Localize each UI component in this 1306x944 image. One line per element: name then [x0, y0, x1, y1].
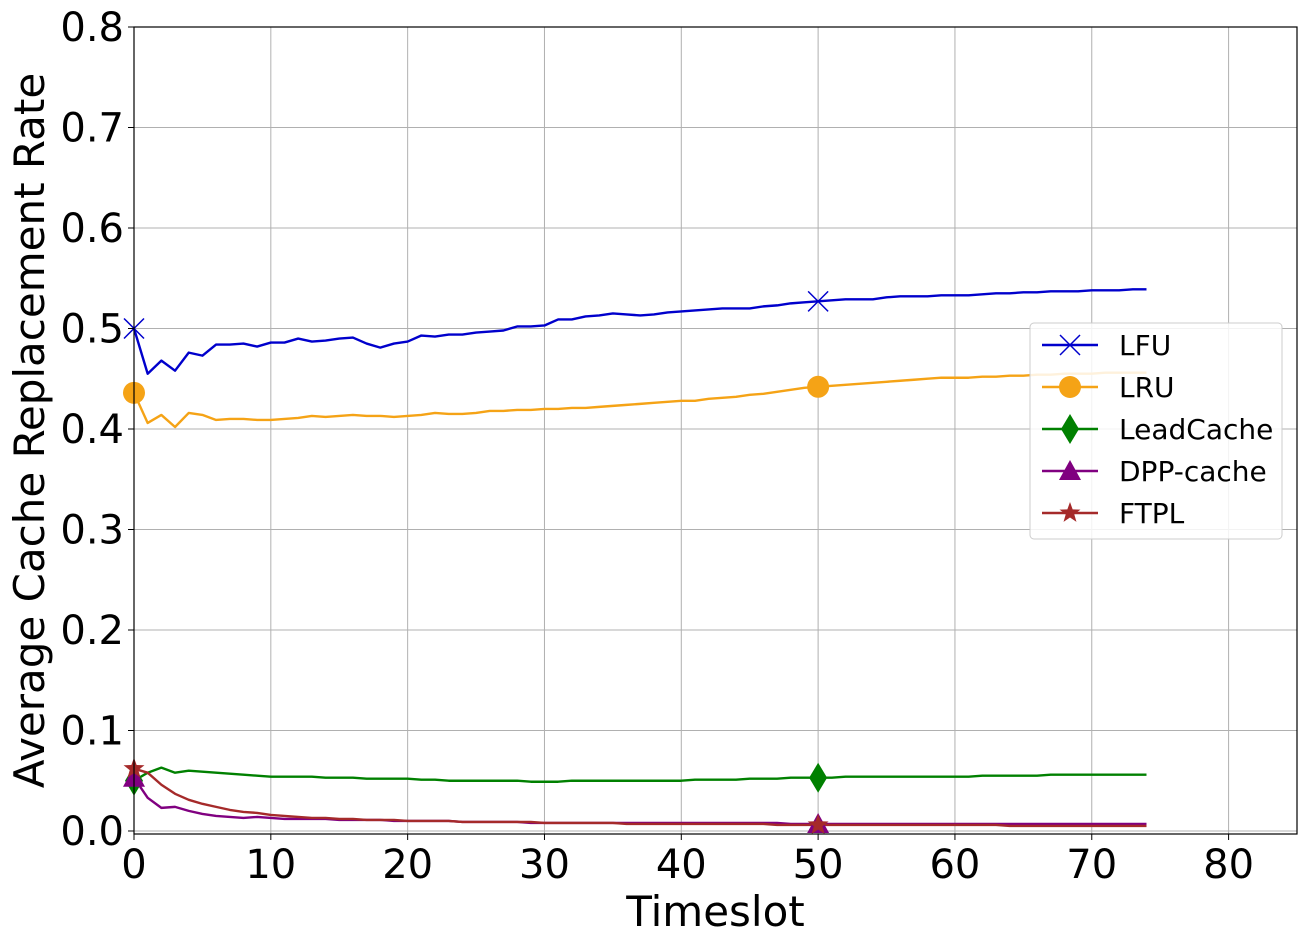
- x-tick-label: 10: [245, 842, 296, 888]
- data-point-leadcache: [809, 762, 828, 793]
- y-tick-label: 0.8: [60, 5, 124, 51]
- x-tick-label: 0: [121, 842, 146, 888]
- plot-frame: [133, 26, 1298, 835]
- y-tick-label: 0.6: [60, 206, 124, 252]
- y-axis-ticks: 0.0 0.1 0.2 0.3 0.4 0.5 0.6 0.7 0.8: [60, 5, 134, 855]
- x-stroke: [1059, 334, 1081, 356]
- series-line-leadcache: [133, 766, 1147, 783]
- series-line-ftpl: [133, 767, 1147, 828]
- diamond-icon: [1061, 414, 1079, 444]
- x-tick-label: 70: [1066, 842, 1117, 888]
- y-tick-label: 0.3: [60, 507, 124, 553]
- legend-label: FTPL: [1119, 497, 1185, 530]
- data-point-lfu: [807, 290, 829, 312]
- legend-item-dpp-cache: DPP-cache: [1042, 455, 1267, 488]
- circle-icon: [1059, 376, 1081, 398]
- data-point-ftpl: [807, 813, 829, 834]
- legend-item-lru: LRU: [1042, 371, 1175, 404]
- legend-item-lfu: LFU: [1042, 329, 1171, 362]
- legend: LFU LRU LeadCache DPP-cache FTPL: [1029, 322, 1283, 540]
- x-icon: [1059, 334, 1081, 356]
- y-tick-label: 0.4: [60, 407, 124, 453]
- x-axis-ticks: 0 10 20 30 40 50 60 70 80: [121, 834, 1254, 888]
- series-line-lfu: [132, 288, 1147, 375]
- legend-item-ftpl: FTPL: [1042, 497, 1185, 530]
- y-tick-label: 0.1: [60, 708, 124, 754]
- x-tick-label: 80: [1203, 842, 1254, 888]
- triangle-icon: [1059, 460, 1081, 480]
- grid-lines: [133, 26, 1297, 834]
- series-lines: [132, 288, 1147, 828]
- legend-label: LeadCache: [1119, 413, 1273, 446]
- legend-label: LRU: [1119, 371, 1175, 404]
- y-tick-label: 0.5: [60, 306, 124, 352]
- y-tick-label: 0.7: [60, 105, 124, 151]
- legend-box: [1029, 322, 1283, 540]
- x-stroke: [807, 290, 829, 312]
- x-tick-label: 40: [656, 842, 707, 888]
- legend-label: DPP-cache: [1119, 455, 1267, 488]
- y-axis-title: Average Cache Replacement Rate: [5, 73, 54, 788]
- x-axis-title: Timeslot: [625, 887, 805, 936]
- series-line-lru: [132, 371, 1147, 429]
- x-tick-label: 50: [793, 842, 844, 888]
- star-icon: [1059, 502, 1081, 522]
- y-tick-label: 0.0: [60, 809, 124, 855]
- y-tick-label: 0.2: [60, 608, 124, 654]
- legend-item-leadcache: LeadCache: [1042, 413, 1273, 446]
- legend-label: LFU: [1119, 329, 1171, 362]
- x-tick-label: 60: [929, 842, 980, 888]
- data-point-lru: [807, 375, 830, 398]
- x-tick-label: 30: [519, 842, 570, 888]
- x-tick-label: 20: [382, 842, 433, 888]
